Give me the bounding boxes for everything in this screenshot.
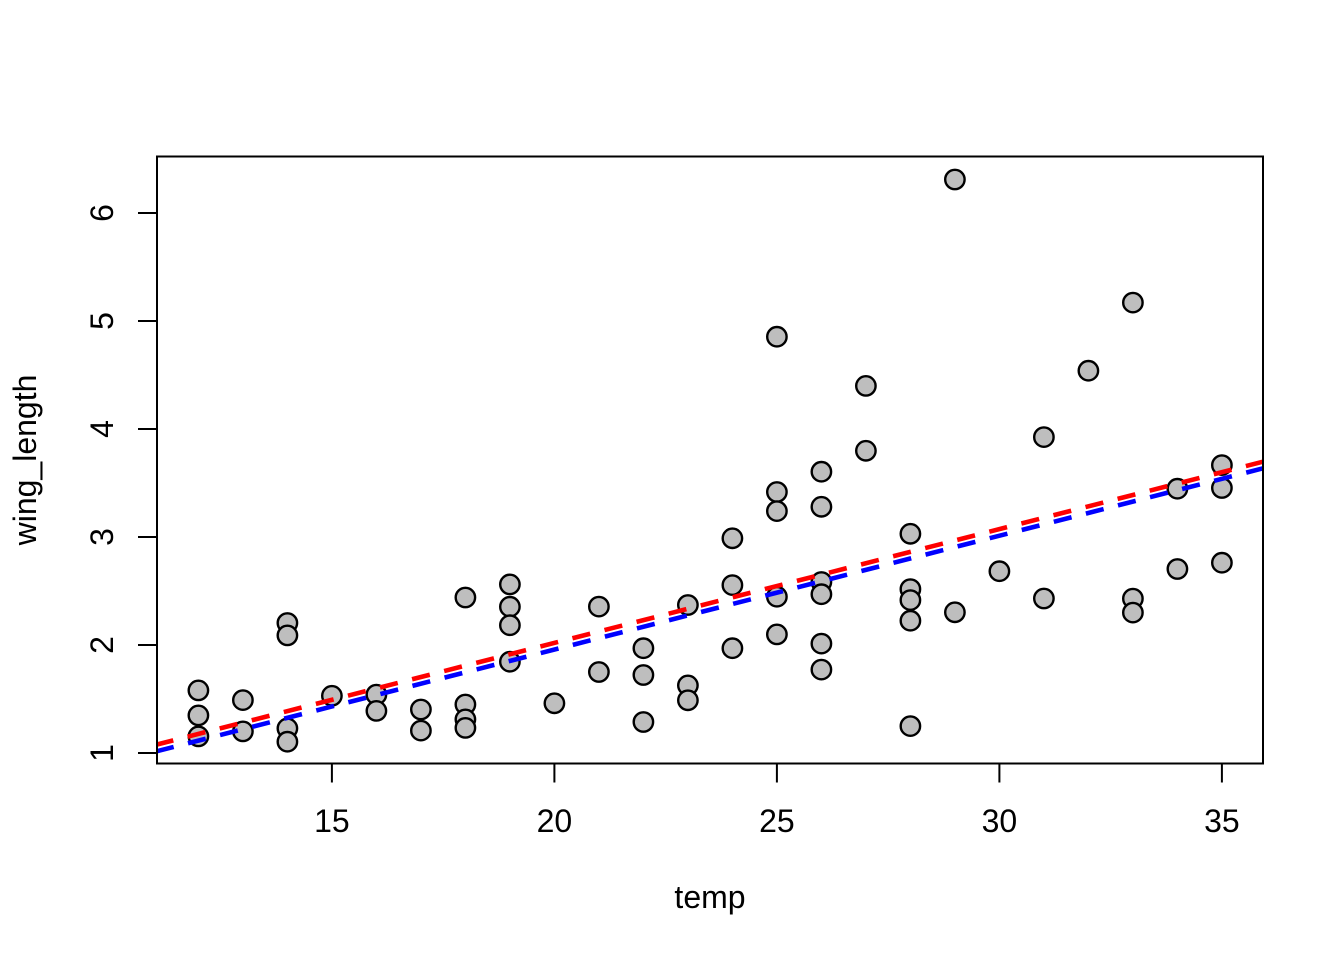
svg-text:5: 5	[84, 312, 120, 330]
svg-text:3: 3	[84, 528, 120, 546]
svg-text:15: 15	[314, 803, 350, 839]
svg-text:25: 25	[759, 803, 795, 839]
svg-text:35: 35	[1204, 803, 1240, 839]
svg-text:2: 2	[84, 636, 120, 654]
svg-text:wing_length: wing_length	[7, 375, 43, 547]
svg-text:1: 1	[84, 744, 120, 762]
svg-text:30: 30	[982, 803, 1018, 839]
svg-text:temp: temp	[674, 879, 745, 915]
svg-text:4: 4	[84, 420, 120, 438]
svg-text:20: 20	[537, 803, 573, 839]
svg-text:6: 6	[84, 204, 120, 222]
